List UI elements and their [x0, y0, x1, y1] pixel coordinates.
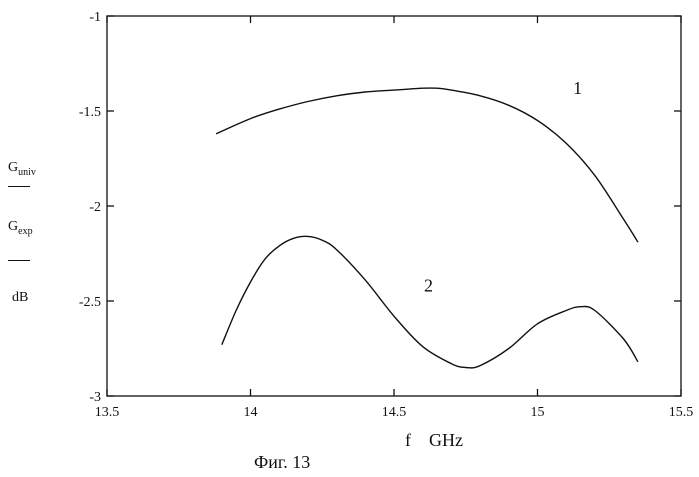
ylabel-denominator-sub: exp — [18, 226, 32, 237]
curve-label-1: 1 — [573, 78, 582, 98]
y-tick-label: -2.5 — [79, 295, 101, 310]
ylabel-numerator-sub: univ — [18, 167, 36, 178]
x-tick-label: 15.5 — [669, 405, 694, 420]
y-tick-label: -2 — [89, 200, 101, 215]
x-tick-label: 14.5 — [382, 405, 407, 420]
y-tick-label: -3 — [89, 390, 101, 405]
y-axis: -3 -2.5 -2 -1.5 -1 — [79, 10, 681, 405]
x-axis: 13.5 14 14.5 15 15.5 — [95, 16, 694, 420]
series-layer — [216, 88, 638, 368]
plot-frame — [107, 16, 681, 396]
ylabel-fraction-bar-top — [8, 186, 30, 187]
x-tick-label: 15 — [531, 405, 545, 420]
x-axis-label: f GHz — [405, 430, 463, 451]
x-tick-label: 14 — [244, 405, 258, 420]
curve-labels: 12 — [424, 78, 582, 296]
series-line-2 — [222, 236, 638, 368]
figure-caption: Фиг. 13 — [254, 452, 310, 473]
y-axis-label: Guniv — [8, 160, 36, 178]
ylabel-denominator: G — [8, 219, 18, 234]
ylabel-numerator: G — [8, 160, 18, 175]
ylabel-fraction-bar-bottom — [8, 260, 30, 261]
series-line-1 — [216, 88, 638, 242]
y-tick-label: -1 — [89, 10, 101, 25]
y-axis-label-denominator: Gexp — [8, 219, 33, 237]
ylabel-unit: dB — [12, 290, 28, 306]
y-tick-label: -1.5 — [79, 105, 101, 120]
x-tick-label: 13.5 — [95, 405, 120, 420]
curve-label-2: 2 — [424, 276, 433, 296]
